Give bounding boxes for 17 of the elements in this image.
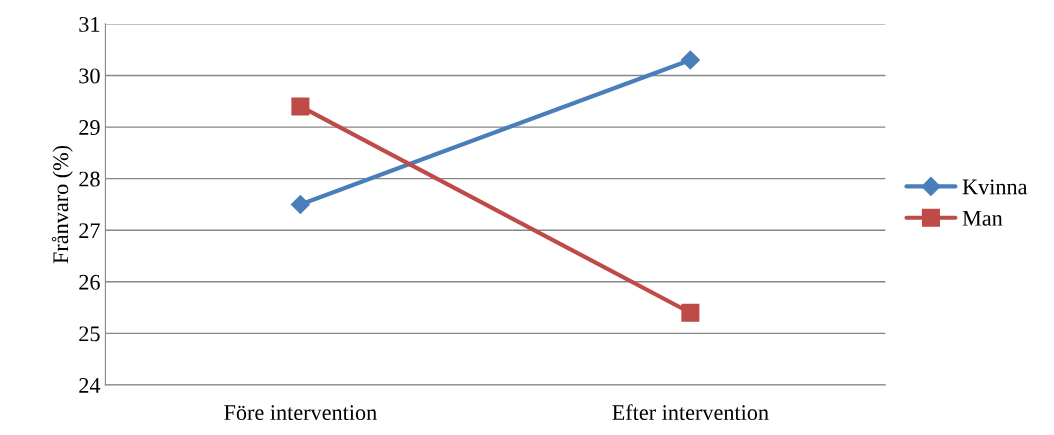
- y-tick-label: 24: [79, 377, 101, 393]
- point: [290, 194, 310, 214]
- x-tick-label: Efter intervention: [612, 404, 769, 421]
- y-tick-label: 28: [79, 171, 100, 187]
- y-axis-title: Frånvaro (%): [51, 145, 73, 264]
- y-tick-label: 29: [79, 120, 100, 136]
- y-tick-label: 26: [79, 274, 100, 290]
- y-tick-label: 25: [79, 326, 100, 342]
- y-tick-label: 30: [79, 68, 100, 84]
- point: [681, 303, 700, 322]
- y-tick-label: 27: [79, 223, 100, 238]
- point: [680, 50, 700, 70]
- x-tick-label: Före intervention: [224, 405, 377, 421]
- legend-label: Man: [962, 211, 1003, 226]
- y-tick-label: 31: [79, 16, 100, 32]
- legend-label: Kvinna: [962, 179, 1028, 195]
- point: [291, 97, 310, 116]
